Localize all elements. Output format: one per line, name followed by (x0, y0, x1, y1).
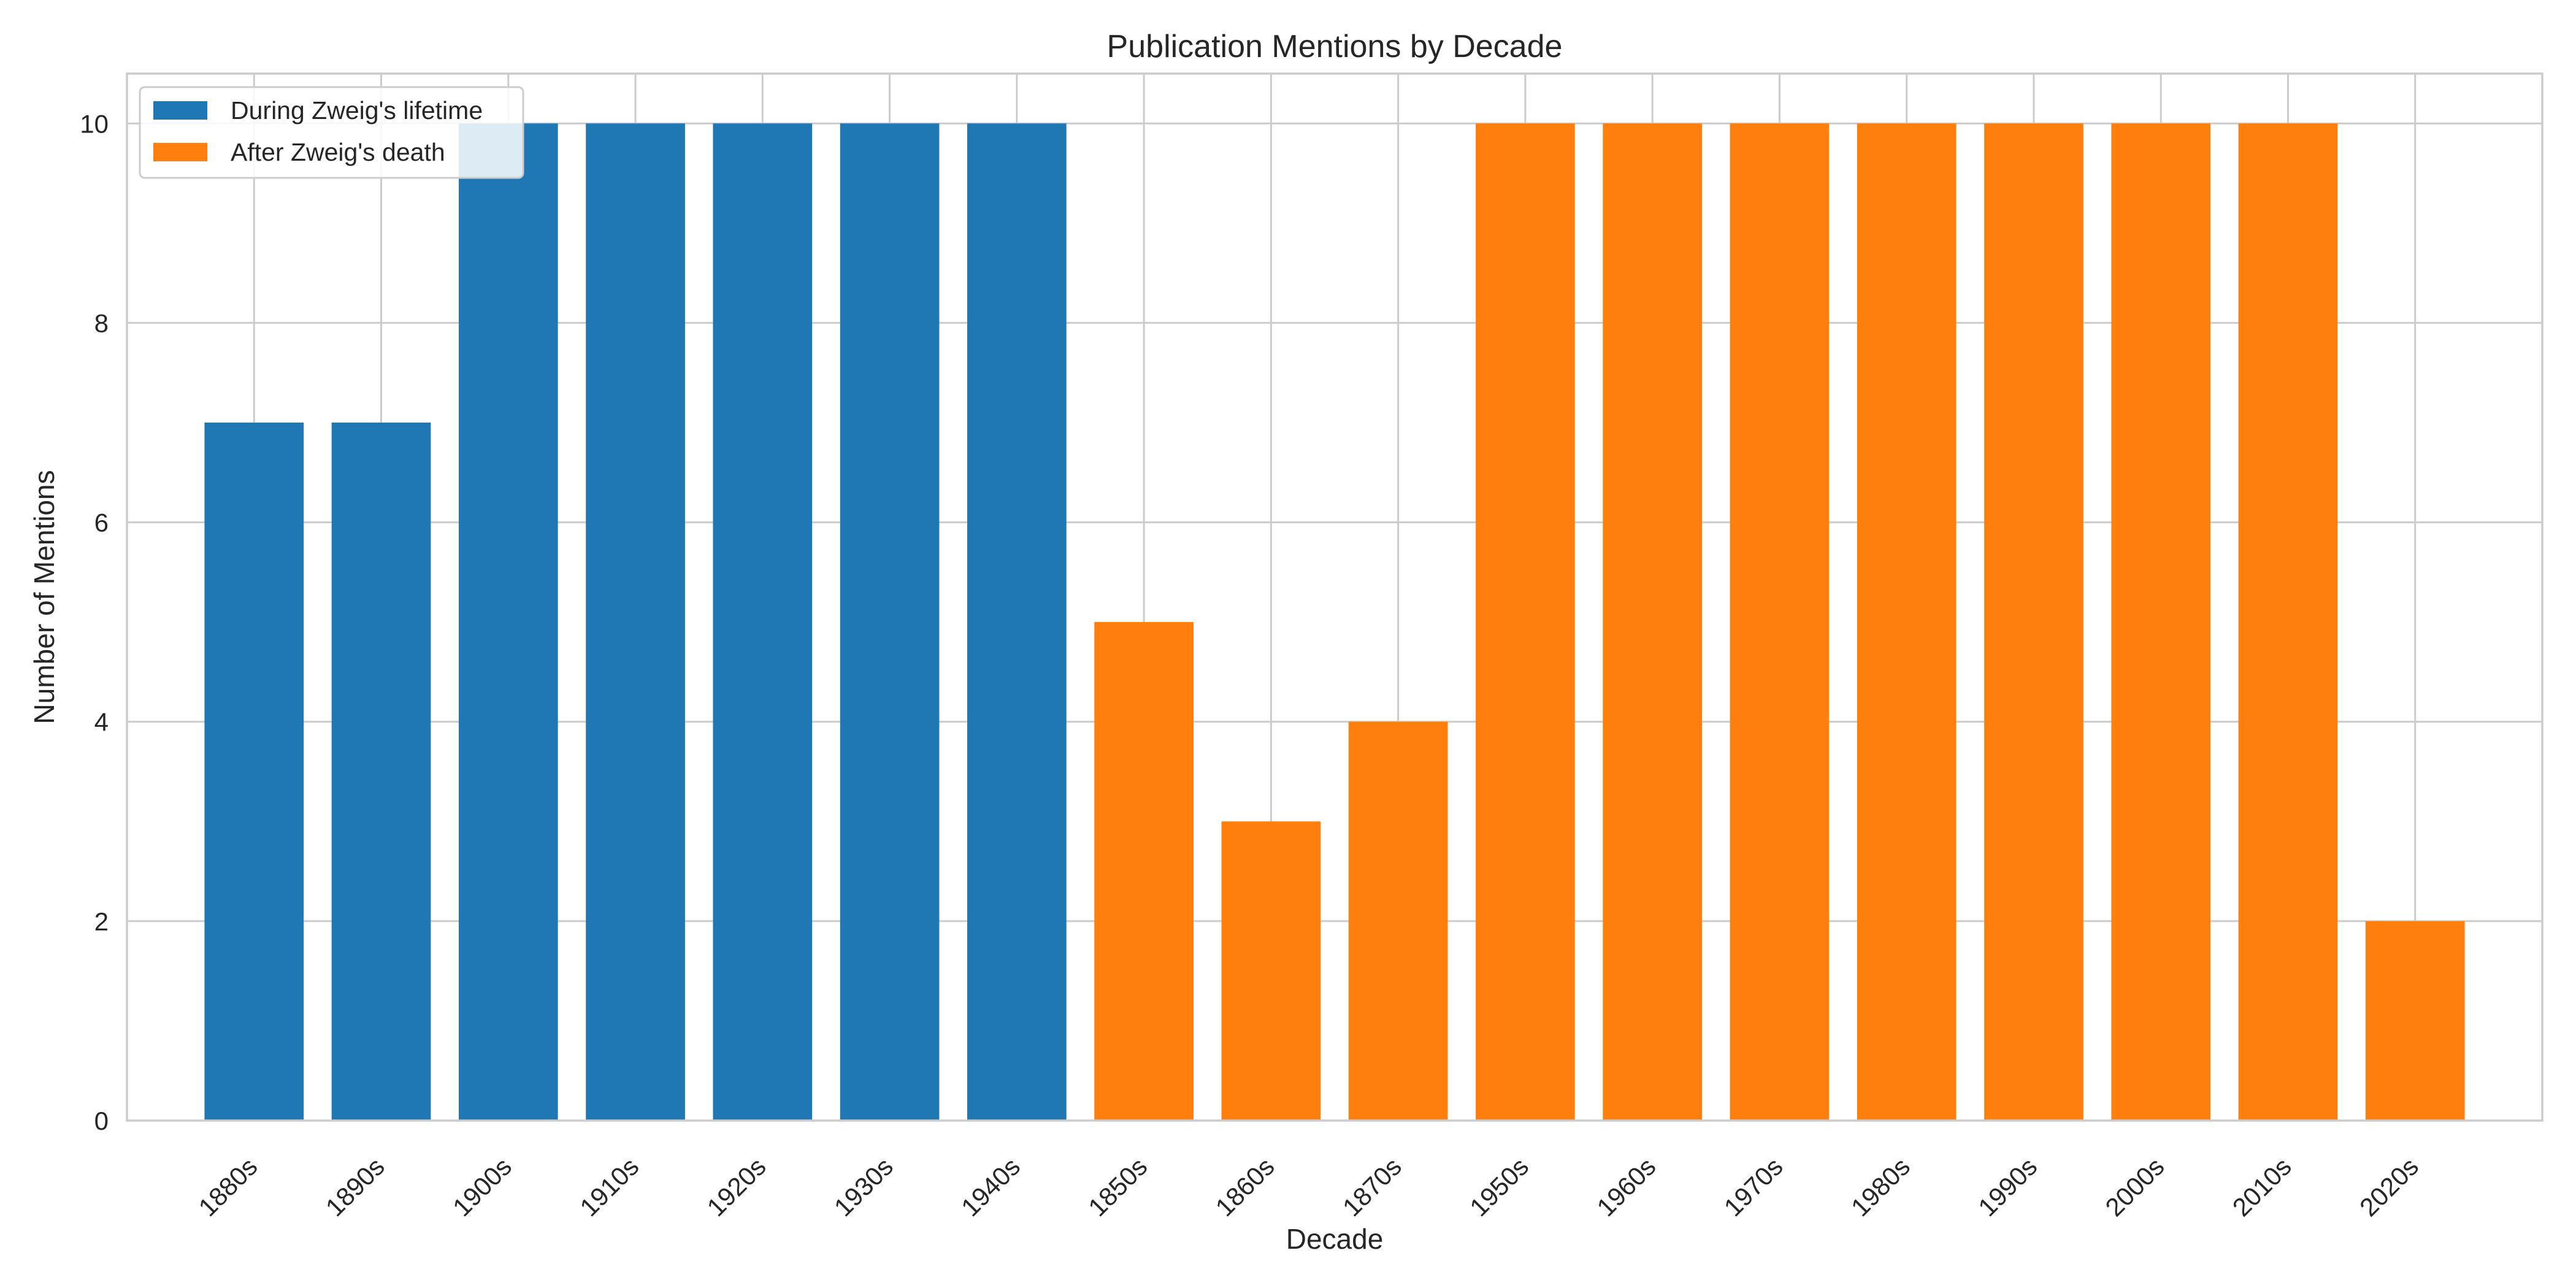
y-axis-title: Number of Mentions (28, 470, 60, 724)
plot-frame (126, 72, 2543, 1122)
bar-1910s-series-0 (586, 123, 685, 1121)
bar-1860s-series-1 (1221, 821, 1321, 1121)
y-axis-ticks: 0 2 4 6 8 10 (80, 109, 109, 1135)
bar-1880s-series-0 (204, 423, 304, 1121)
x-axis-title: Decade (1286, 1223, 1384, 1255)
bar-1950s-series-1 (1476, 123, 1575, 1121)
legend: During Zweig's lifetime After Zweig's dea… (139, 86, 524, 179)
bar-1970s-series-1 (1730, 123, 1830, 1121)
bar-1900s-series-0 (458, 123, 558, 1121)
bar-1920s-series-0 (713, 123, 813, 1121)
y-tick-label: 0 (94, 1106, 109, 1135)
bar-2010s-series-1 (2238, 123, 2338, 1121)
y-tick-label: 10 (80, 109, 109, 138)
legend-label: During Zweig's lifetime (231, 96, 483, 125)
legend-box (139, 86, 524, 179)
bar-1930s-series-0 (840, 123, 940, 1121)
bar-2020s-series-1 (2365, 921, 2465, 1121)
chart-title: Publication Mentions by Decade (1107, 29, 1563, 64)
bar-2000s-series-1 (2111, 123, 2211, 1121)
y-tick-label: 6 (94, 508, 109, 537)
bar-1870s-series-1 (1348, 721, 1448, 1121)
legend-swatch (153, 101, 207, 120)
bars (204, 123, 2465, 1121)
bar-1980s-series-1 (1857, 123, 1957, 1121)
y-tick-label: 2 (94, 907, 109, 936)
bar-1890s-series-0 (331, 423, 431, 1121)
bar-1850s-series-1 (1094, 622, 1194, 1121)
bar-1960s-series-1 (1603, 123, 1702, 1121)
bar-1940s-series-0 (967, 123, 1067, 1121)
bar-1990s-series-1 (1984, 123, 2083, 1121)
y-tick-label: 8 (94, 309, 109, 337)
legend-label: After Zweig's death (231, 138, 445, 166)
y-tick-label: 4 (94, 708, 109, 737)
legend-swatch (153, 143, 207, 161)
